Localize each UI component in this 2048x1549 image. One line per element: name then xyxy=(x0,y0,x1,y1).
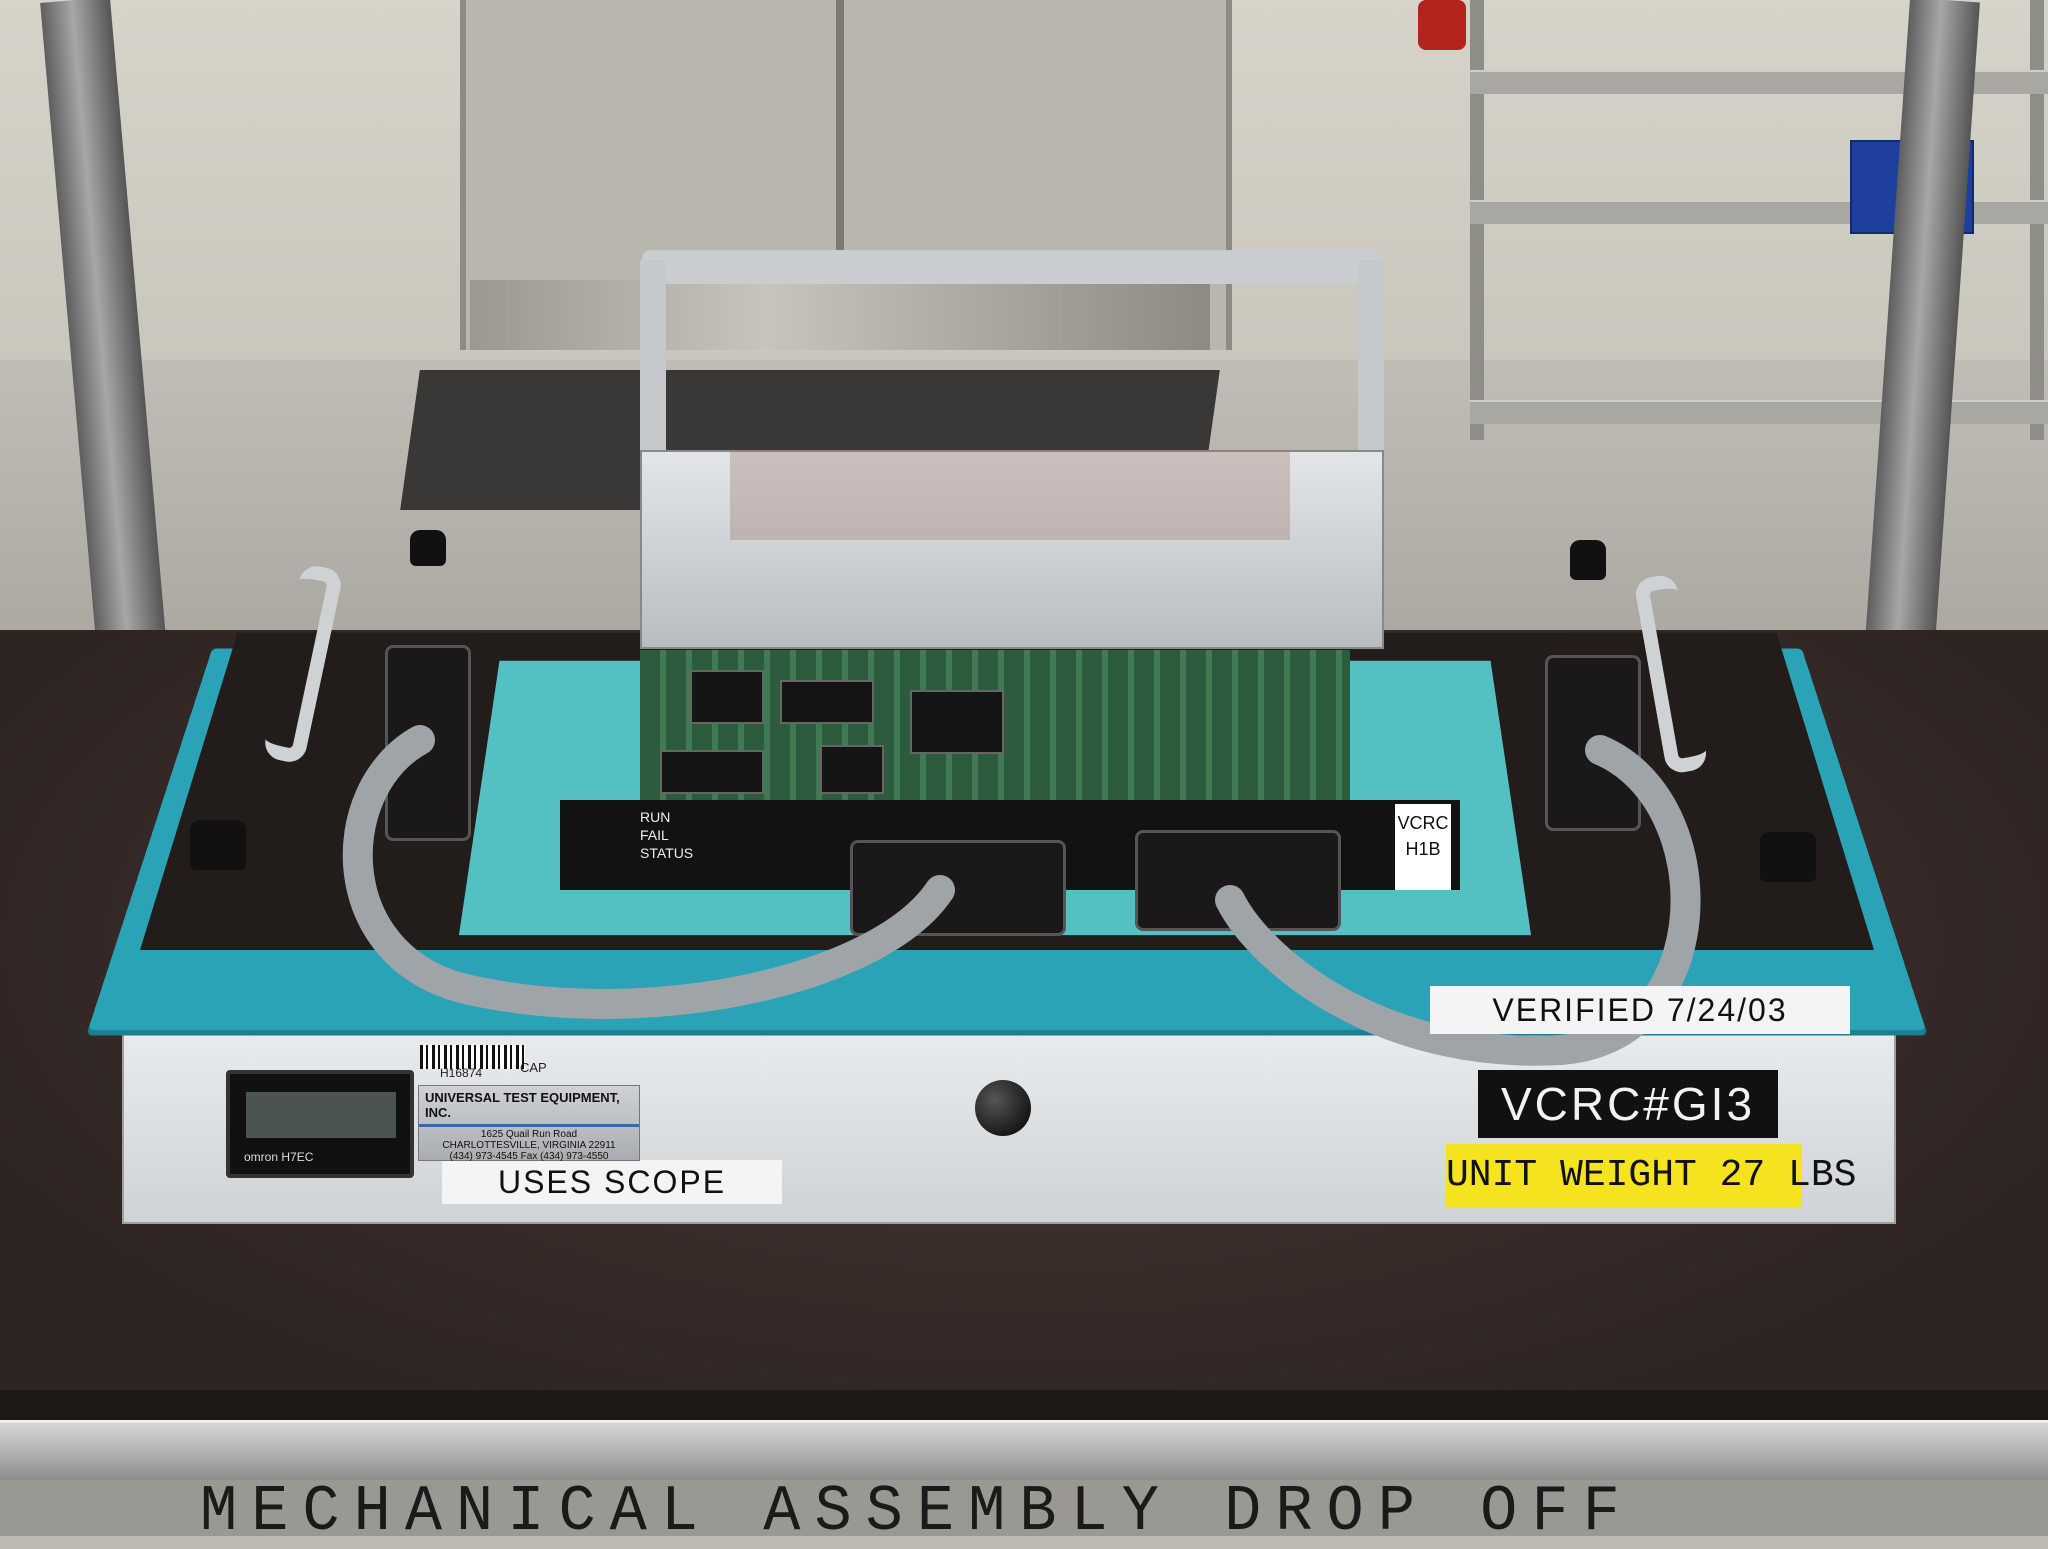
weight-label: UNIT WEIGHT 27 LBS xyxy=(1446,1144,1856,1208)
ic-chip xyxy=(910,690,1004,754)
ic-chip xyxy=(780,680,874,724)
fixture-top-bar[interactable] xyxy=(642,250,1382,284)
cable-left xyxy=(342,725,955,1019)
hour-meter-brand: omron H7EC xyxy=(244,1150,314,1164)
latch-knob[interactable] xyxy=(1570,540,1606,580)
ic-chip xyxy=(660,750,764,794)
manufacturer-phone: (434) 973-4545 xyxy=(449,1151,518,1162)
cart-rail xyxy=(0,1420,2048,1483)
asset-barcode xyxy=(420,1045,525,1069)
manufacturer-address2: CHARLOTTESVILLE, VIRGINIA 22911 xyxy=(442,1140,616,1151)
hour-meter-display xyxy=(246,1092,396,1138)
board-tag: VCRC H1B xyxy=(1395,804,1451,890)
board-connector-left[interactable] xyxy=(850,840,1066,936)
latch-knob[interactable] xyxy=(410,530,446,566)
probe-fixture xyxy=(640,450,1384,649)
manufacturer-nameplate: UNIVERSAL TEST EQUIPMENT, INC. 1625 Quai… xyxy=(418,1085,640,1162)
latch-knob[interactable] xyxy=(190,820,246,870)
ic-chip xyxy=(820,745,884,794)
ic-chip xyxy=(690,670,764,724)
fire-extinguisher xyxy=(1418,0,1466,50)
asset-suffix: CAP xyxy=(520,1060,547,1075)
scope-label: USES SCOPE xyxy=(442,1160,782,1204)
manufacturer-name: UNIVERSAL TEST EQUIPMENT, INC. xyxy=(419,1086,639,1127)
latch-knob[interactable] xyxy=(1760,832,1816,882)
asset-tag: H16874 xyxy=(440,1066,483,1080)
circuit-board xyxy=(640,650,1350,820)
hour-meter: omron H7EC xyxy=(226,1070,414,1178)
cart-edge xyxy=(0,1390,2048,1420)
manufacturer-fax: Fax (434) 973-4550 xyxy=(520,1151,609,1162)
front-push-button[interactable] xyxy=(975,1080,1031,1136)
manufacturer-contact: (434) 973-4545 Fax (434) 973-4550 xyxy=(419,1151,639,1162)
led-label-status: STATUS xyxy=(640,845,694,861)
probe-fixture-window xyxy=(730,450,1290,540)
cable-right xyxy=(1215,735,1701,1066)
floor-strip xyxy=(0,1480,2048,1536)
verified-label: VERIFIED 7/24/03 xyxy=(1430,986,1850,1034)
led-label-run: RUN xyxy=(640,809,671,825)
door-seam xyxy=(836,0,844,350)
manufacturer-address1: 1625 Quail Run Road xyxy=(480,1129,578,1140)
led-labels: RUN FAIL STATUS xyxy=(640,808,693,862)
door-kick-plate xyxy=(470,280,1210,350)
unit-id-label: VCRC#GI3 xyxy=(1478,1070,1778,1138)
led-label-fail: FAIL xyxy=(640,827,669,843)
